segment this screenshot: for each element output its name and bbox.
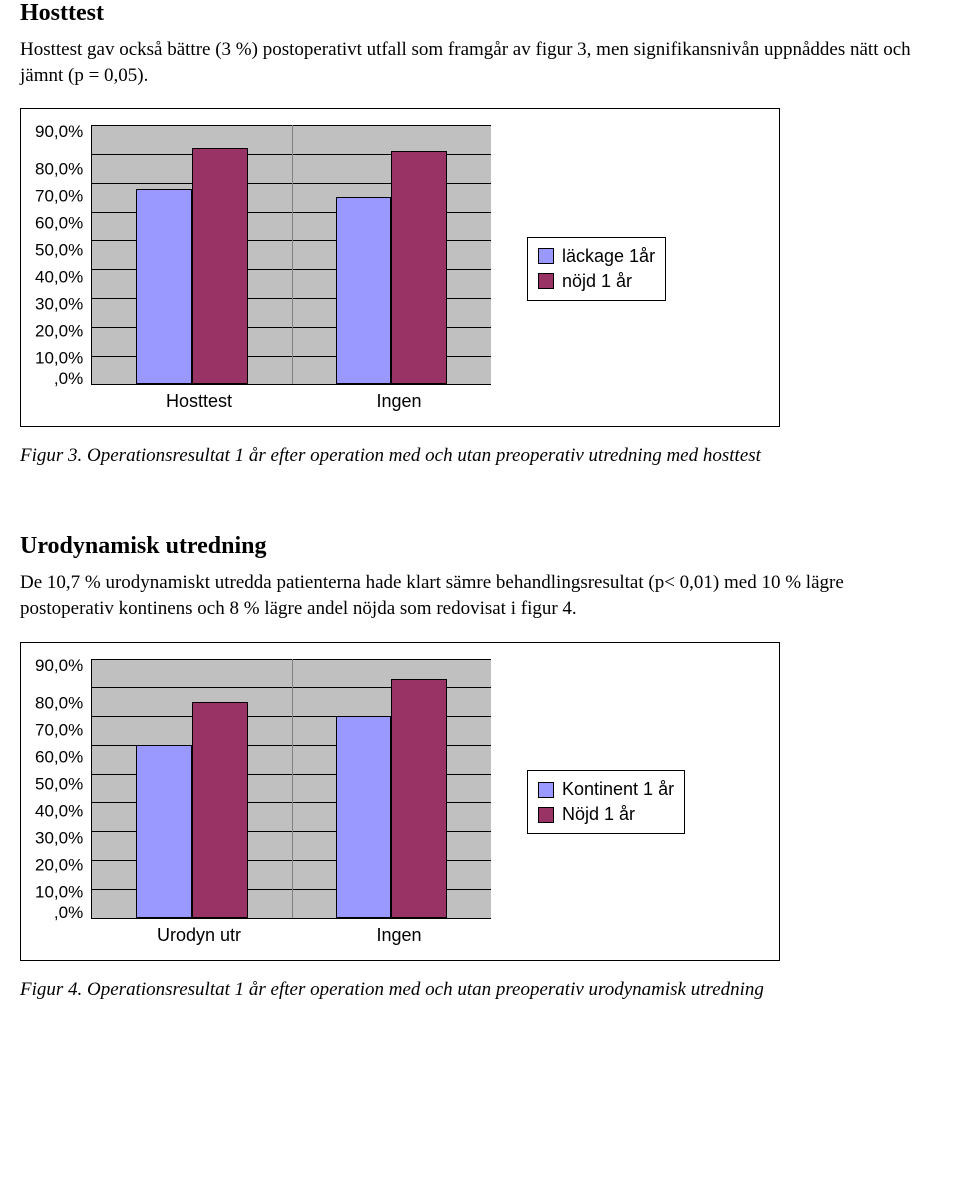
section1-title: Hosttest <box>20 0 940 27</box>
chart1-y-axis: 90,0% 80,0% 70,0% 60,0% 50,0% 40,0% 30,0% 20,0%… <box>35 125 91 385</box>
bar <box>391 679 447 918</box>
bar <box>136 189 192 385</box>
bar <box>336 197 392 384</box>
y-tick-label: 10,0% <box>35 883 83 900</box>
chart1-plot-wrap <box>91 125 491 385</box>
chart2-inner: 90,0% 80,0% 70,0% 60,0% 50,0% 40,0% 30,0% 20,0%… <box>35 659 765 946</box>
legend-label: nöjd 1 år <box>562 271 632 292</box>
chart1-left: 90,0% 80,0% 70,0% 60,0% 50,0% 40,0% 30,0% 20,0%… <box>35 125 499 412</box>
category-group <box>92 659 292 918</box>
y-tick-label: 30,0% <box>35 829 83 846</box>
y-tick-label: 90,0% <box>35 123 83 140</box>
category-group <box>292 125 492 384</box>
chart2-frame: 90,0% 80,0% 70,0% 60,0% 50,0% 40,0% 30,0% 20,0%… <box>20 642 780 961</box>
figure4-caption: Figur 4. Operationsresultat 1 år efter o… <box>20 979 940 1001</box>
y-tick-label: 50,0% <box>35 775 83 792</box>
x-category-label: Ingen <box>299 391 499 412</box>
bar <box>136 745 192 918</box>
legend-label: läckage 1år <box>562 246 655 267</box>
chart2-bars <box>92 659 491 918</box>
chart2-body: 90,0% 80,0% 70,0% 60,0% 50,0% 40,0% 30,0% 20,0%… <box>35 659 499 919</box>
y-tick-label: 20,0% <box>35 323 83 340</box>
y-tick-label: ,0% <box>54 904 83 921</box>
chart1-plot-area <box>91 125 491 385</box>
chart1-legend: läckage 1år nöjd 1 år <box>527 237 666 301</box>
y-tick-label: 20,0% <box>35 856 83 873</box>
legend-row: läckage 1år <box>538 244 655 269</box>
chart2-plot-area <box>91 659 491 919</box>
x-category-label: Hosttest <box>99 391 299 412</box>
y-tick-label: 10,0% <box>35 350 83 367</box>
bar <box>192 148 248 384</box>
page: Hosttest Hosttest gav också bättre (3 %)… <box>0 0 960 1051</box>
chart2-legend: Kontinent 1 år Nöjd 1 år <box>527 770 685 834</box>
chart2-plot-wrap <box>91 659 491 919</box>
bar <box>391 151 447 384</box>
x-category-label: Ingen <box>299 925 499 946</box>
category-group <box>292 659 492 918</box>
legend-row: nöjd 1 år <box>538 269 655 294</box>
legend-swatch <box>538 248 554 264</box>
chart2-x-labels: Urodyn utrIngen <box>99 925 499 946</box>
spacer <box>20 497 940 533</box>
y-tick-label: 60,0% <box>35 748 83 765</box>
y-tick-label: 90,0% <box>35 657 83 674</box>
section1-paragraph: Hosttest gav också bättre (3 %) postoper… <box>20 37 940 88</box>
bar <box>192 702 248 918</box>
y-tick-label: 40,0% <box>35 269 83 286</box>
legend-swatch <box>538 807 554 823</box>
legend-row: Kontinent 1 år <box>538 777 674 802</box>
bar <box>336 716 392 917</box>
chart2-left: 90,0% 80,0% 70,0% 60,0% 50,0% 40,0% 30,0% 20,0%… <box>35 659 499 946</box>
legend-label: Kontinent 1 år <box>562 779 674 800</box>
chart2-y-axis: 90,0% 80,0% 70,0% 60,0% 50,0% 40,0% 30,0% 20,0%… <box>35 659 91 919</box>
y-tick-label: 70,0% <box>35 721 83 738</box>
y-tick-label: 70,0% <box>35 188 83 205</box>
legend-swatch <box>538 782 554 798</box>
y-tick-label: 80,0% <box>35 694 83 711</box>
x-category-label: Urodyn utr <box>99 925 299 946</box>
section2-paragraph: De 10,7 % urodynamiskt utredda patienter… <box>20 570 940 621</box>
chart1-body: 90,0% 80,0% 70,0% 60,0% 50,0% 40,0% 30,0% 20,0%… <box>35 125 499 385</box>
section2-title: Urodynamisk utredning <box>20 533 940 560</box>
y-tick-label: 30,0% <box>35 296 83 313</box>
legend-label: Nöjd 1 år <box>562 804 635 825</box>
y-tick-label: ,0% <box>54 370 83 387</box>
y-tick-label: 60,0% <box>35 215 83 232</box>
figure3-caption: Figur 3. Operationsresultat 1 år efter o… <box>20 445 940 467</box>
chart1-bars <box>92 125 491 384</box>
category-group <box>92 125 292 384</box>
chart1-x-labels: HosttestIngen <box>99 391 499 412</box>
legend-swatch <box>538 273 554 289</box>
y-tick-label: 80,0% <box>35 161 83 178</box>
legend-row: Nöjd 1 år <box>538 802 674 827</box>
y-tick-label: 50,0% <box>35 242 83 259</box>
chart1-inner: 90,0% 80,0% 70,0% 60,0% 50,0% 40,0% 30,0% 20,0%… <box>35 125 765 412</box>
y-tick-label: 40,0% <box>35 802 83 819</box>
chart1-frame: 90,0% 80,0% 70,0% 60,0% 50,0% 40,0% 30,0% 20,0%… <box>20 108 780 427</box>
